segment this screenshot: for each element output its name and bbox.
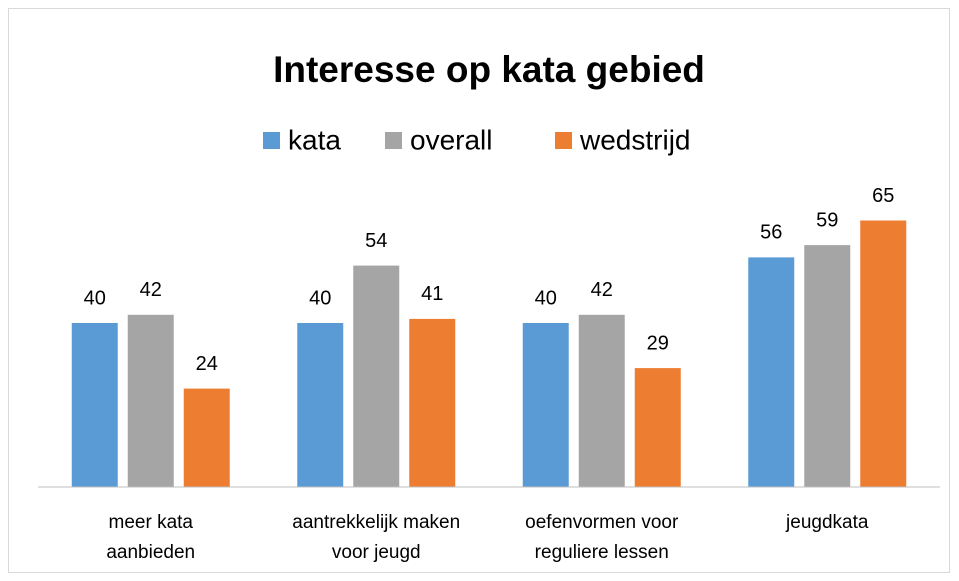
data-label: 41 (421, 283, 443, 305)
x-tick-label: aanbieden (106, 542, 195, 563)
bar (860, 220, 907, 487)
bar (297, 323, 344, 487)
legend-label: kata (288, 124, 341, 155)
data-label: 54 (365, 230, 387, 252)
data-label: 56 (760, 222, 782, 244)
data-label: 40 (309, 287, 331, 309)
data-label: 42 (140, 279, 162, 301)
data-label: 24 (196, 353, 218, 375)
bar (127, 314, 174, 487)
x-tick-label: reguliere lessen (535, 542, 669, 563)
legend-label: overall (410, 124, 492, 155)
legend-swatch (385, 132, 402, 149)
bar (522, 323, 569, 487)
data-label: 40 (84, 287, 106, 309)
data-label: 29 (647, 332, 669, 354)
bar (183, 388, 230, 487)
bar (748, 257, 795, 487)
data-label: 59 (816, 209, 838, 231)
bar (409, 318, 456, 487)
bar (578, 314, 625, 487)
bar (634, 368, 681, 487)
legend-swatch (263, 132, 280, 149)
legend-swatch (555, 132, 572, 149)
legend-label: wedstrijd (579, 124, 690, 155)
data-label: 42 (591, 279, 613, 301)
x-tick-label: voor jeugd (332, 542, 421, 563)
x-tick-label: aantrekkelijk maken (292, 512, 460, 533)
bar (71, 323, 118, 487)
bar (353, 265, 400, 487)
data-label: 65 (872, 185, 894, 207)
data-label: 40 (535, 287, 557, 309)
chart-title: Interesse op kata gebied (273, 49, 705, 90)
bar (804, 245, 851, 487)
x-tick-label: jeugdkata (785, 512, 869, 533)
x-tick-label: oefenvormen voor (525, 512, 679, 533)
x-tick-label: meer kata (109, 512, 194, 533)
